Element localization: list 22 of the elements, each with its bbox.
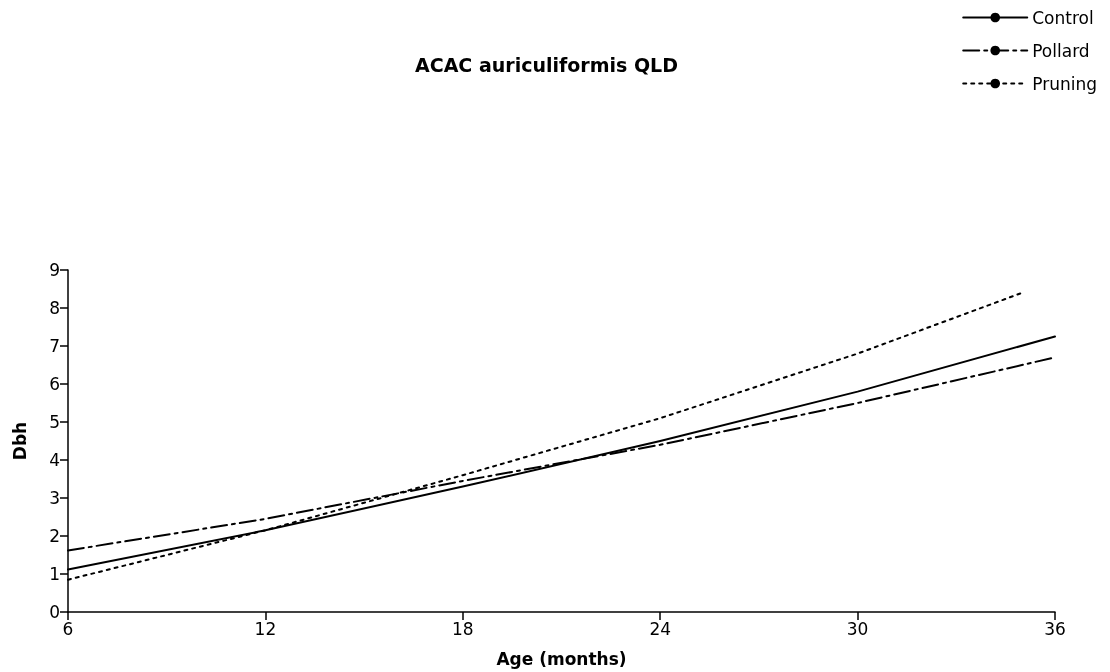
y-tick-label: 8 <box>49 298 60 318</box>
x-tick-label: 30 <box>846 618 869 639</box>
x-tick-label: 36 <box>1044 618 1066 639</box>
y-tick-label: 2 <box>49 526 60 546</box>
y-tick-label: 9 <box>49 260 60 280</box>
y-axis-title: Dbh <box>9 421 30 461</box>
x-tick-label: 18 <box>451 618 474 639</box>
x-tick-label: 12 <box>254 618 277 639</box>
legend-label: Pruning <box>1032 73 1097 94</box>
x-tick-label: 6 <box>62 618 74 639</box>
x-tick-label: 24 <box>649 618 672 639</box>
x-axis-title: Age (months) <box>496 648 627 669</box>
chart-title: ACAC auriculiformis QLD <box>415 53 678 76</box>
y-tick-label: 0 <box>49 602 60 622</box>
legend-label: Pollard <box>1032 40 1090 61</box>
legend-label: Control <box>1032 7 1094 28</box>
y-tick-label: 4 <box>49 450 60 470</box>
y-tick-label: 5 <box>49 412 60 432</box>
y-tick-label: 7 <box>49 336 60 356</box>
y-tick-label: 6 <box>49 374 60 394</box>
y-tick-label: 1 <box>49 564 60 584</box>
y-tick-label: 3 <box>49 488 60 508</box>
